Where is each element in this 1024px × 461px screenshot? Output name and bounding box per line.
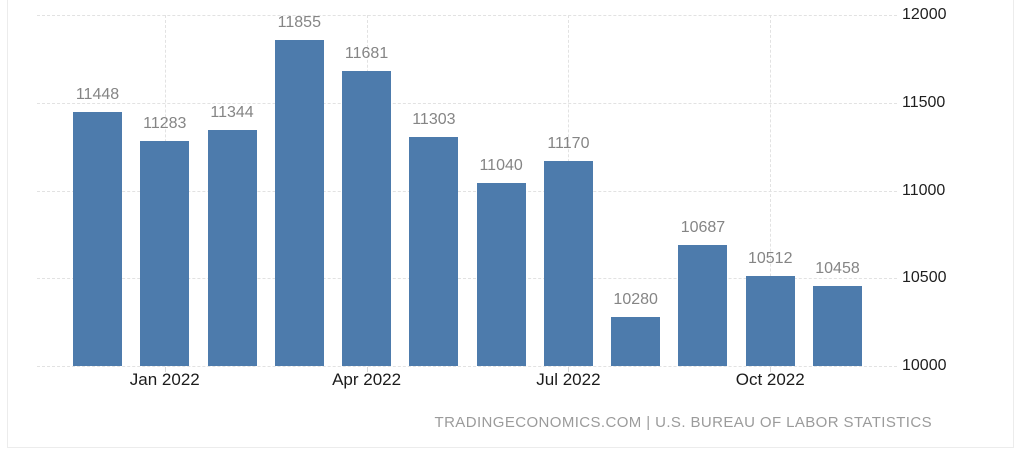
x-gridline xyxy=(770,15,772,366)
y-axis-tick-label: 10500 xyxy=(902,269,947,287)
x-axis-tick-label: Jul 2022 xyxy=(536,370,601,389)
bar-value-label: 10280 xyxy=(613,290,658,308)
bar-value-label: 11855 xyxy=(277,14,321,32)
bar[interactable] xyxy=(140,140,190,366)
bar[interactable] xyxy=(409,137,459,366)
y-gridline xyxy=(37,278,897,280)
bar[interactable] xyxy=(745,276,795,366)
bar-value-label: 11283 xyxy=(143,114,187,132)
y-axis-tick-label: 11500 xyxy=(902,93,946,111)
bar[interactable] xyxy=(476,183,526,366)
bar[interactable] xyxy=(73,111,122,366)
bar[interactable] xyxy=(342,70,392,366)
bar[interactable] xyxy=(813,285,862,366)
y-gridline xyxy=(37,190,897,192)
bar[interactable] xyxy=(543,160,593,366)
bar-value-label: 11303 xyxy=(412,111,456,129)
x-axis-tick-mark xyxy=(568,367,570,372)
y-gridline xyxy=(37,366,897,367)
bar-value-label: 11448 xyxy=(75,85,120,103)
bar-value-label: 10687 xyxy=(680,219,726,237)
y-gridline xyxy=(37,15,897,16)
bar[interactable] xyxy=(611,316,661,366)
bar-value-label: 11344 xyxy=(210,104,254,122)
bar-value-label: 11040 xyxy=(479,157,523,175)
x-axis-tick-mark xyxy=(770,367,772,372)
y-axis-tick-label: 11000 xyxy=(902,181,946,199)
y-axis-tick-label: 12000 xyxy=(902,6,947,23)
x-axis-tick-label: Jan 2022 xyxy=(129,370,200,389)
x-axis-tick-label: Oct 2022 xyxy=(735,370,805,389)
bar-value-label: 10512 xyxy=(747,250,793,268)
y-axis-tick-label: 10000 xyxy=(902,357,947,374)
x-axis-tick-mark xyxy=(366,367,368,372)
x-axis-tick-label: Apr 2022 xyxy=(332,370,402,389)
bar-value-label: 11681 xyxy=(344,44,389,62)
bar[interactable] xyxy=(678,245,728,366)
bar[interactable] xyxy=(207,130,257,366)
bar-value-label: 10458 xyxy=(815,259,860,277)
bar-value-label: 11170 xyxy=(547,134,590,152)
bar[interactable] xyxy=(274,40,324,366)
y-gridline xyxy=(37,102,897,104)
attribution-text: TRADINGECONOMICS.COM | U.S. BUREAU OF LA… xyxy=(434,414,932,431)
x-axis-tick-mark xyxy=(164,367,166,372)
